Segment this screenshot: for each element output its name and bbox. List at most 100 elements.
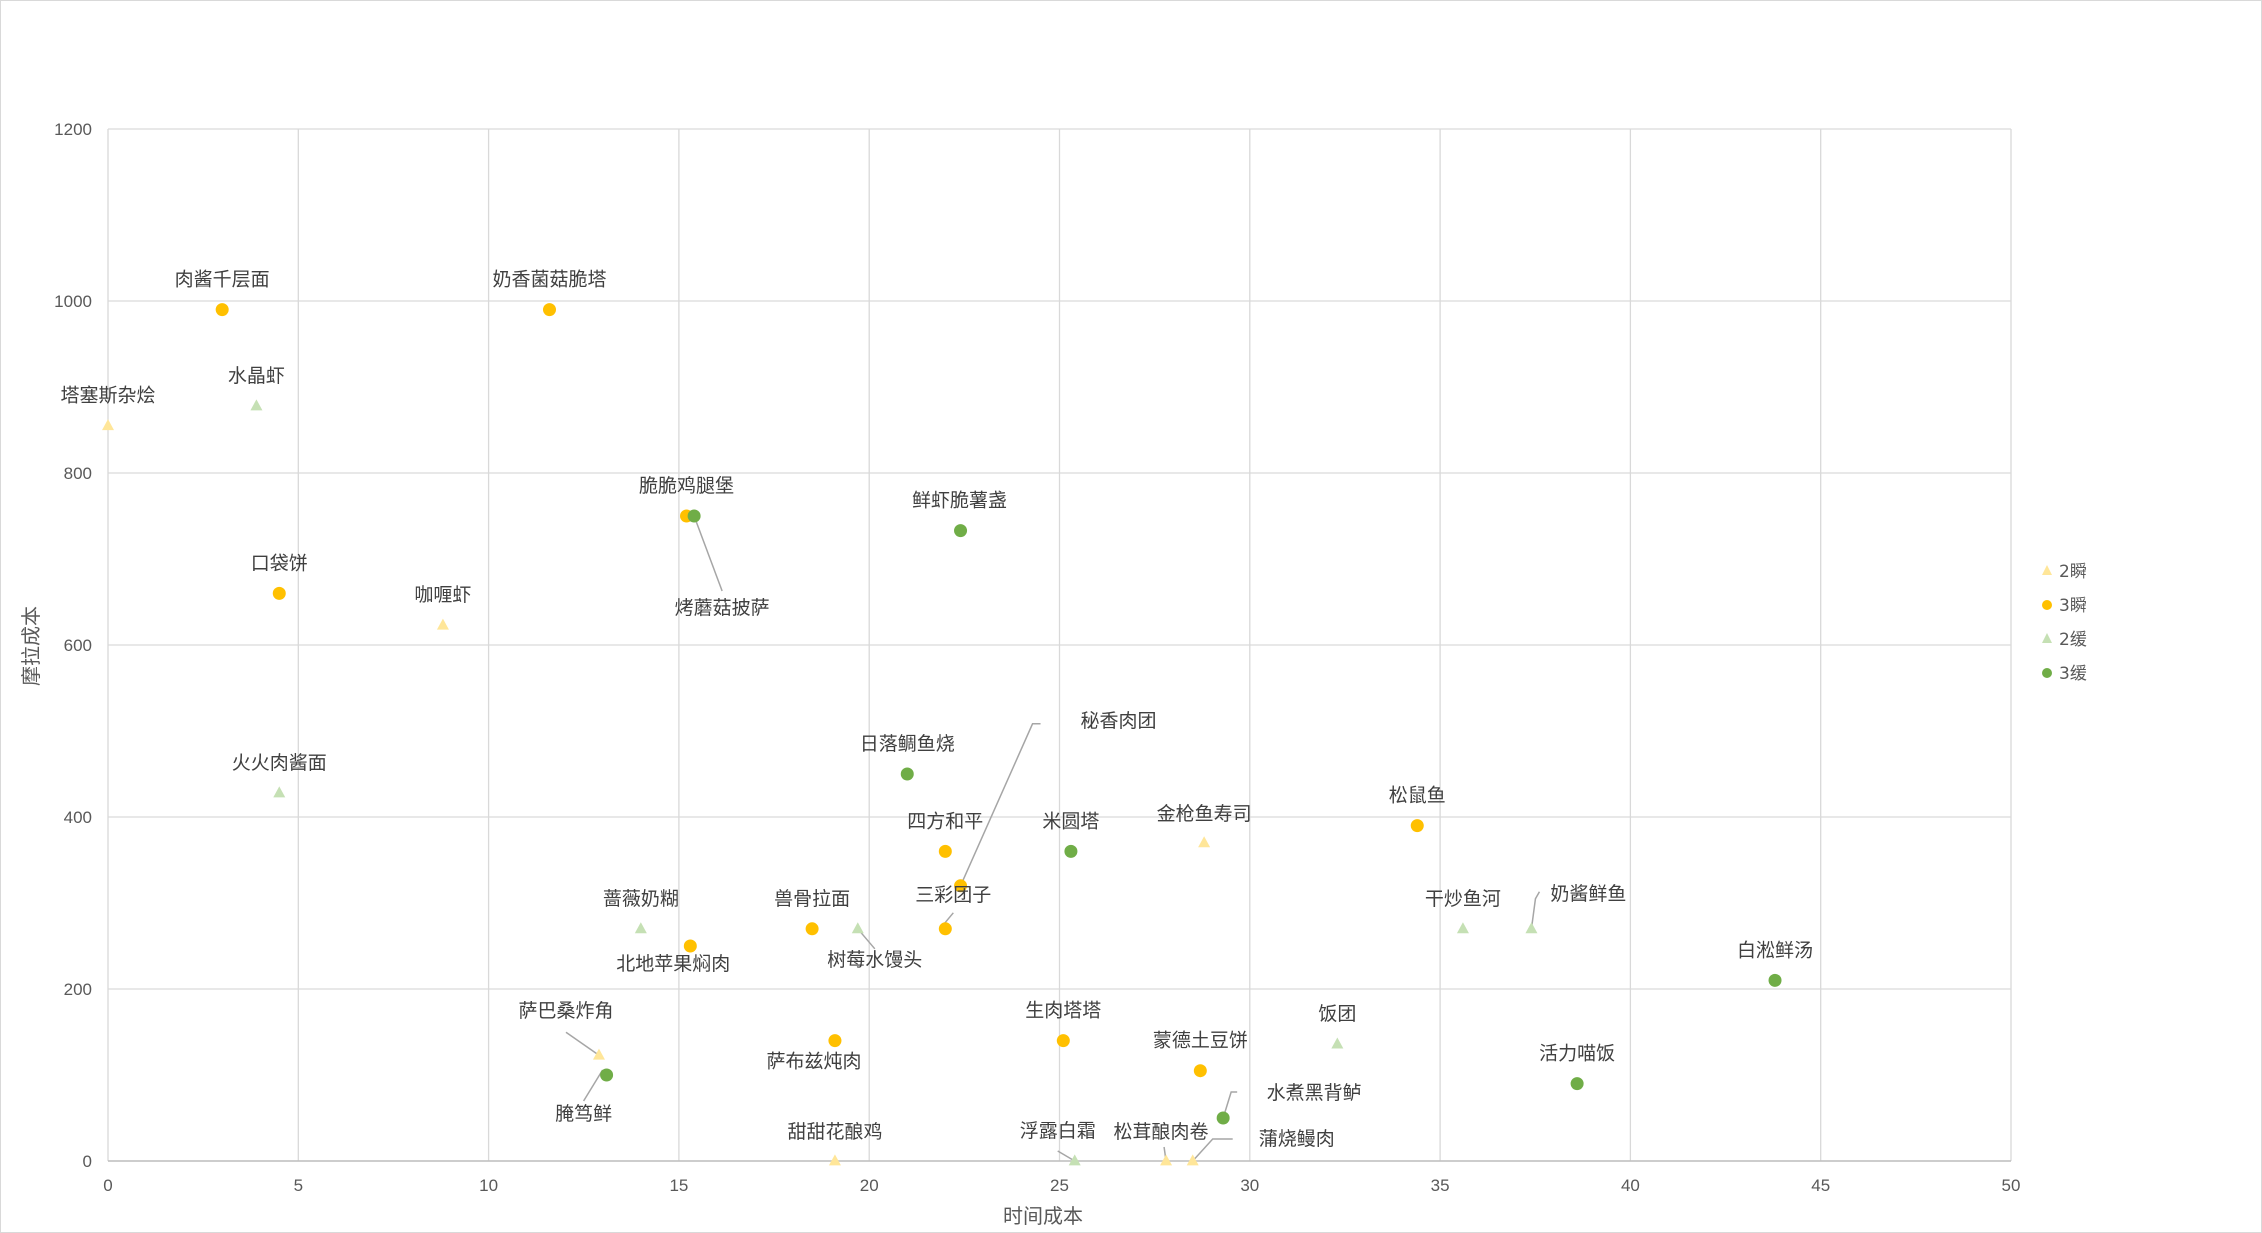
leader-line <box>582 1069 604 1102</box>
legend-marker <box>2042 565 2052 575</box>
data-point-label: 北地苹果焖肉 <box>616 953 730 975</box>
legend: 2瞬 3瞬 2缓 3缓 <box>2042 562 2087 684</box>
data-point-label: 松茸酿肉卷 <box>1114 1121 1209 1143</box>
data-point-marker <box>102 419 114 431</box>
x-tick-label: 5 <box>294 1176 303 1195</box>
data-point-marker <box>683 939 697 953</box>
legend-marker <box>2042 668 2052 678</box>
legend-label: 3瞬 <box>2059 596 2087 616</box>
data-point-label: 蔷薇奶糊 <box>603 888 679 910</box>
y-tick-label: 1200 <box>54 120 92 139</box>
data-point-marker <box>250 399 263 411</box>
data-point-label: 咖喱虾 <box>414 584 471 606</box>
y-tick-label: 600 <box>64 636 92 655</box>
data-point-label: 萨布兹炖肉 <box>766 1051 861 1073</box>
data-point-marker <box>805 922 819 936</box>
data-point-marker <box>273 786 286 798</box>
data-point-marker <box>272 586 286 600</box>
y-tick-label: 1000 <box>54 292 92 311</box>
data-point-marker <box>600 1068 614 1082</box>
data-point-marker <box>1456 922 1469 934</box>
x-tick-label: 45 <box>1811 1176 1830 1195</box>
data-point-marker <box>1768 973 1782 987</box>
y-tick-label: 200 <box>64 980 92 999</box>
data-point-label: 兽骨拉面 <box>774 888 850 910</box>
leader-line <box>693 515 723 592</box>
data-point-label: 奶酱鲜鱼 <box>1550 883 1626 905</box>
y-tick-label: 0 <box>83 1152 92 1171</box>
data-point-label: 脆脆鸡腿堡 <box>639 475 734 497</box>
data-point-label: 干炒鱼河 <box>1425 888 1501 910</box>
data-point-label: 生肉塔塔 <box>1025 1000 1101 1022</box>
data-point-marker <box>542 303 556 317</box>
leader-line <box>1222 1091 1238 1119</box>
x-tick-label: 50 <box>2002 1176 2021 1195</box>
data-point-label: 腌笃鲜 <box>555 1103 612 1125</box>
y-tick-label: 400 <box>64 808 92 827</box>
data-points <box>102 303 1782 1166</box>
x-tick-label: 30 <box>1240 1176 1259 1195</box>
data-point-label: 肉酱千层面 <box>175 269 270 291</box>
data-point-label: 甜甜花酿鸡 <box>787 1121 882 1143</box>
data-point-label: 蒲烧鳗肉 <box>1259 1128 1335 1150</box>
axes: 0 5 10 15 20 25 30 35 40 45 50 0 200 400 600 800 1000 120… <box>54 120 2020 1195</box>
data-point-marker <box>1160 1154 1173 1166</box>
data-point-label: 三彩团子 <box>915 884 991 906</box>
data-point-label: 鲜虾脆薯盏 <box>912 490 1007 512</box>
x-tick-label: 35 <box>1431 1176 1450 1195</box>
x-tick-label: 40 <box>1621 1176 1640 1195</box>
leader-lines <box>565 515 1541 1162</box>
data-point-label: 四方和平 <box>907 810 983 832</box>
data-point-marker <box>938 922 952 936</box>
data-point-marker <box>1186 1154 1199 1166</box>
data-point-label: 金枪鱼寿司 <box>1157 803 1252 825</box>
data-point-marker <box>828 1154 841 1166</box>
data-point-marker <box>851 922 864 934</box>
leader-line <box>1057 1150 1076 1162</box>
data-point-label: 米圆塔 <box>1042 810 1099 832</box>
data-point-marker <box>938 844 952 858</box>
data-point-label: 水煮黑背鲈 <box>1267 1082 1362 1104</box>
data-point-label: 饭团 <box>1318 1003 1356 1025</box>
data-point-marker <box>592 1048 605 1060</box>
data-point-label: 蒙德土豆饼 <box>1153 1030 1248 1052</box>
data-point-marker <box>1056 1034 1070 1048</box>
data-point-marker <box>954 524 968 538</box>
legend-label: 2缓 <box>2059 630 2087 650</box>
legend-label: 3缓 <box>2059 664 2087 684</box>
data-point-marker <box>634 922 647 934</box>
y-axis-title: 摩拉成本 <box>19 606 43 686</box>
data-point-marker <box>1570 1077 1584 1091</box>
data-point-marker <box>1216 1111 1230 1125</box>
legend-marker <box>2042 633 2052 643</box>
data-point-label: 奶香菌菇脆塔 <box>492 269 606 291</box>
data-point-label: 烤蘑菇披萨 <box>675 597 770 619</box>
data-point-label: 日落鲷鱼烧 <box>860 733 955 755</box>
y-tick-label: 800 <box>64 464 92 483</box>
data-point-label: 萨巴桑炸角 <box>518 1000 613 1022</box>
data-point-label: 塔塞斯杂烩 <box>60 385 155 407</box>
data-point-marker <box>1068 1154 1081 1166</box>
data-point-marker <box>1198 836 1211 848</box>
data-point-label: 松鼠鱼 <box>1389 785 1446 807</box>
data-point-label: 口袋饼 <box>251 552 308 574</box>
legend-marker <box>2042 600 2052 610</box>
leader-line <box>959 723 1041 887</box>
x-tick-label: 15 <box>669 1176 688 1195</box>
data-point-marker <box>828 1034 842 1048</box>
data-point-marker <box>687 509 701 523</box>
x-tick-label: 10 <box>479 1176 498 1195</box>
x-tick-label: 20 <box>860 1176 879 1195</box>
x-axis-title: 时间成本 <box>1003 1204 1083 1228</box>
legend-label: 2瞬 <box>2059 562 2087 582</box>
data-point-marker <box>954 879 968 893</box>
data-point-marker <box>1064 844 1078 858</box>
data-point-label: 活力喵饭 <box>1539 1043 1615 1065</box>
data-point-label: 树莓水馒头 <box>827 949 922 971</box>
x-tick-label: 0 <box>103 1176 112 1195</box>
x-tick-label: 25 <box>1050 1176 1069 1195</box>
data-point-label: 火火肉酱面 <box>232 752 327 774</box>
